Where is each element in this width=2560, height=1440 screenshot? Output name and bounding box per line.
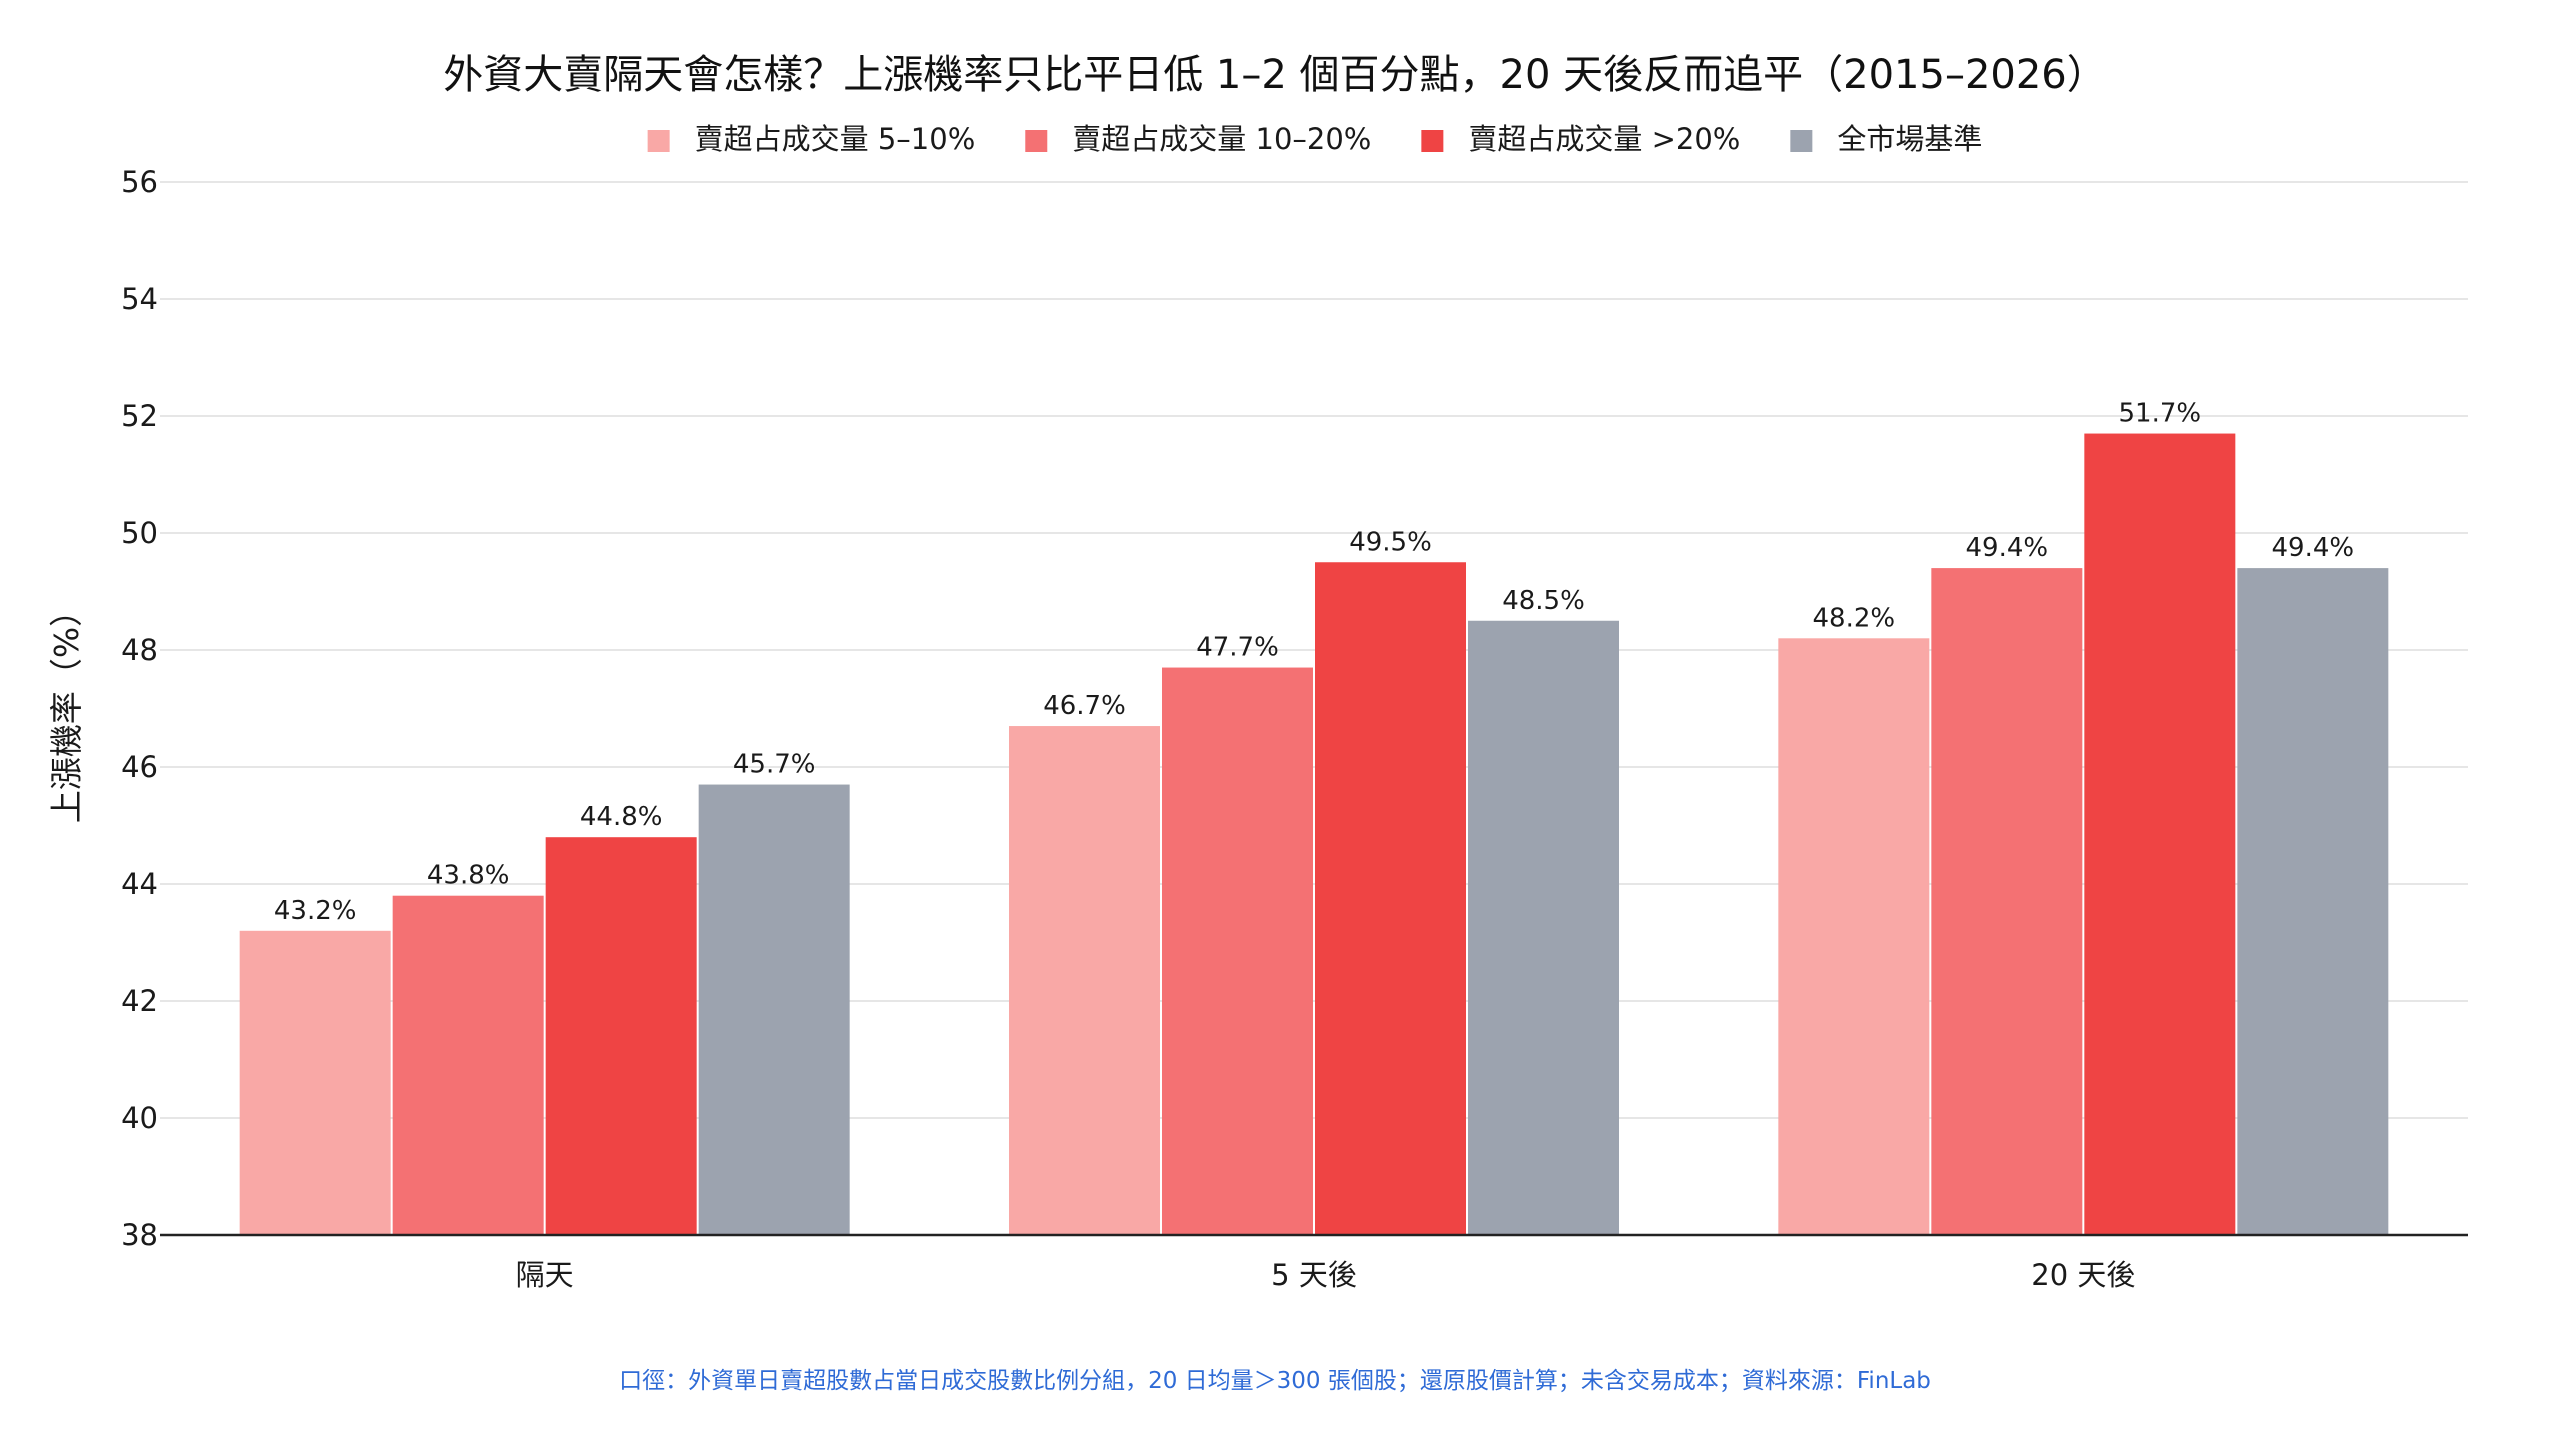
bar — [2084, 433, 2236, 1235]
bar — [698, 784, 850, 1235]
y-tick-label: 52 — [121, 399, 158, 433]
data-labels: 43.2% 43.8% 44.8% 45.7% 46.7% 47.7% 49.5% 48.5%… — [274, 399, 2354, 926]
bar-data-label: 47.7% — [1196, 633, 1279, 663]
legend-item: 賣超占成交量 5–10% — [647, 122, 976, 156]
legend-item: 賣超占成交量 10–20% — [1025, 122, 1371, 156]
bar-data-label: 49.4% — [2272, 533, 2355, 563]
bar — [545, 837, 697, 1235]
legend-item: 賣超占成交量 >20% — [1421, 122, 1740, 156]
bar — [2237, 568, 2389, 1235]
bar — [1315, 562, 1466, 1235]
gridlines — [160, 181, 2468, 1119]
footnote: 口徑：外資單日賣超股數占當日成交股數比例分組，20 日均量＞300 張個股；還原… — [619, 1368, 1931, 1394]
legend-label: 全市場基準 — [1837, 122, 1982, 156]
y-tick-label: 50 — [121, 516, 158, 550]
legend-label: 賣超占成交量 10–20% — [1072, 122, 1371, 156]
bar-data-label: 48.5% — [1502, 586, 1585, 616]
bar-data-label: 43.2% — [274, 896, 357, 926]
bar-data-label: 45.7% — [733, 750, 816, 780]
bar — [1778, 638, 1930, 1235]
legend-label: 賣超占成交量 >20% — [1468, 122, 1740, 156]
bar-data-label: 44.8% — [580, 802, 663, 832]
bar — [1009, 726, 1160, 1235]
bar-data-label: 51.7% — [2119, 399, 2202, 429]
y-tick-label: 48 — [121, 633, 158, 667]
y-tick-label: 38 — [121, 1218, 158, 1252]
bar-data-label: 49.5% — [1349, 527, 1432, 557]
y-axis-label: 上漲機率（%） — [47, 594, 86, 823]
bar — [1931, 568, 2083, 1235]
legend-swatch — [647, 130, 670, 152]
x-category-label: 5 天後 — [1271, 1258, 1357, 1292]
x-axis-categories: 隔天 5 天後 20 天後 — [516, 1258, 2136, 1292]
y-tick-label: 40 — [121, 1101, 158, 1135]
y-tick-label: 54 — [121, 282, 158, 316]
bars — [239, 433, 2389, 1235]
bar — [392, 895, 544, 1235]
bar — [1162, 667, 1313, 1235]
legend-swatch — [1421, 130, 1444, 152]
bar — [1468, 620, 1619, 1235]
x-category-label: 隔天 — [516, 1258, 574, 1292]
y-tick-label: 46 — [121, 750, 158, 784]
y-tick-label: 44 — [121, 867, 158, 901]
legend: 賣超占成交量 5–10% 賣超占成交量 10–20% 賣超占成交量 >20% 全市場基… — [647, 122, 1982, 156]
y-tick-label: 42 — [121, 984, 158, 1018]
legend-swatch — [1025, 130, 1048, 152]
x-category-label: 20 天後 — [2031, 1258, 2135, 1292]
bar-data-label: 48.2% — [1813, 603, 1896, 633]
bar-data-label: 43.8% — [427, 861, 510, 891]
bar-data-label: 49.4% — [1966, 533, 2049, 563]
y-tick-label: 56 — [121, 165, 158, 199]
legend-label: 賣超占成交量 5–10% — [695, 122, 976, 156]
y-axis-ticks: 38 40 42 44 46 48 50 52 54 56 — [121, 165, 158, 1252]
chart-title: 外資大賣隔天會怎樣？上漲機率只比平日低 1–2 個百分點，20 天後反而追平（2… — [443, 52, 2107, 98]
bar — [239, 930, 391, 1235]
legend-item: 全市場基準 — [1790, 122, 1982, 156]
legend-swatch — [1790, 130, 1813, 152]
bar-data-label: 46.7% — [1043, 691, 1126, 721]
